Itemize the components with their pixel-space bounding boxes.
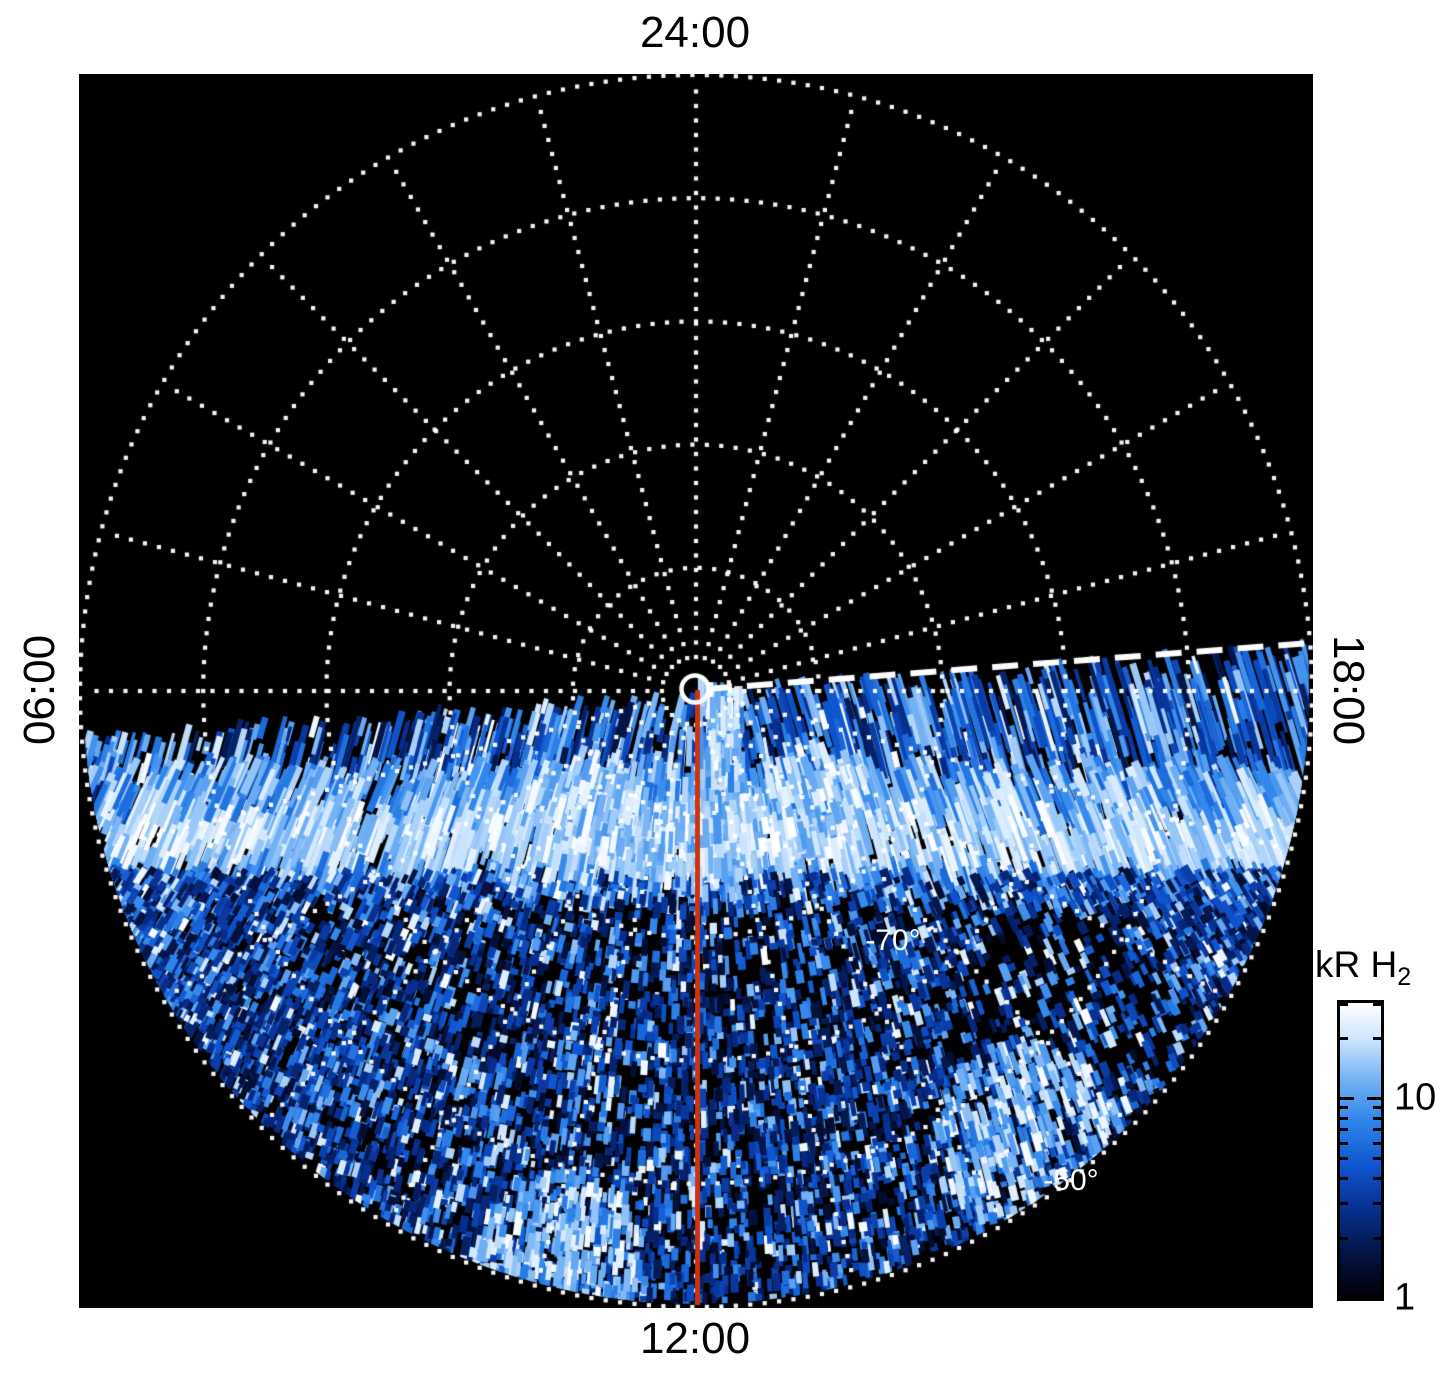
colorbar-tick-label-10: 10 — [1394, 1076, 1437, 1119]
colorbar-minor-tick — [1340, 1003, 1348, 1006]
colorbar-minor-tick — [1373, 1236, 1381, 1240]
hour-label-0600: 06:00 — [15, 634, 64, 746]
colorbar-minor-tick — [1340, 1037, 1348, 1041]
colorbar-title-main: kR H — [1315, 944, 1398, 985]
hour-label-1200: 12:00 — [639, 1314, 751, 1363]
colorbar-tick-label-1: 1 — [1394, 1276, 1416, 1319]
hour-label-1800: 18:00 — [1324, 634, 1373, 746]
colorbar-major-tick — [1367, 1097, 1381, 1101]
colorbar-major-tick — [1367, 1295, 1381, 1298]
colorbar-minor-tick — [1373, 1201, 1381, 1205]
colorbar-major-tick — [1340, 1295, 1354, 1298]
colorbar-minor-tick — [1373, 1157, 1381, 1161]
latitude-label-minus-50: -50° — [1043, 1164, 1099, 1197]
polar-aurora-plot-canvas — [79, 74, 1313, 1308]
colorbar-minor-tick — [1373, 1106, 1381, 1110]
latitude-label-minus-70: -70° — [865, 924, 921, 957]
colorbar-minor-tick — [1340, 1141, 1348, 1145]
colorbar-minor-tick — [1340, 1157, 1348, 1161]
hour-label-2400: 24:00 — [639, 8, 751, 57]
colorbar-title-subscript: 2 — [1397, 963, 1412, 991]
colorbar-ticks — [1340, 1003, 1381, 1298]
colorbar-minor-tick — [1340, 1128, 1348, 1132]
colorbar-minor-tick — [1340, 1201, 1348, 1205]
colorbar-minor-tick — [1340, 1106, 1348, 1110]
colorbar-minor-tick — [1340, 1116, 1348, 1120]
colorbar-minor-tick — [1373, 1116, 1381, 1120]
colorbar-minor-tick — [1373, 1141, 1381, 1145]
colorbar-title: kR H2 — [1315, 944, 1411, 992]
colorbar-minor-tick — [1340, 1236, 1348, 1240]
colorbar-minor-tick — [1373, 1003, 1381, 1006]
colorbar-minor-tick — [1340, 1176, 1348, 1180]
colorbar — [1337, 1000, 1384, 1301]
colorbar-minor-tick — [1373, 1176, 1381, 1180]
colorbar-minor-tick — [1373, 1128, 1381, 1132]
colorbar-minor-tick — [1373, 1037, 1381, 1041]
colorbar-gradient — [1340, 1003, 1381, 1298]
colorbar-major-tick — [1340, 1097, 1354, 1101]
